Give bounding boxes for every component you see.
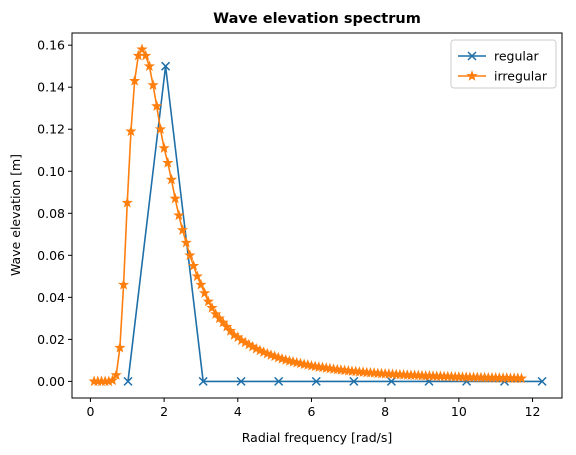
data-point-irregular — [169, 192, 181, 204]
data-point-irregular — [202, 295, 214, 307]
data-point-irregular — [151, 100, 163, 111]
x-axis: 0 2 4 6 8 10 12 — [86, 398, 540, 419]
marker-stroke — [198, 376, 208, 386]
y-axis: 0.00 0.02 0.04 0.06 0.08 0.10 0.12 0.14 0.16 — [37, 38, 72, 389]
data-point-regular — [198, 376, 208, 386]
y-axis-label: Wave elevation [m] — [8, 154, 23, 276]
y-tick-label: 0.00 — [37, 374, 65, 389]
data-point-irregular — [143, 60, 155, 71]
y-tick-label: 0.16 — [37, 38, 65, 53]
legend-item-regular: regular — [458, 49, 540, 64]
x-tick-label: 2 — [160, 404, 168, 419]
plot-area — [88, 43, 547, 387]
data-point-irregular — [195, 278, 207, 290]
data-point-irregular — [114, 341, 126, 353]
data-point-irregular — [129, 75, 141, 86]
y-tick-label: 0.02 — [37, 332, 65, 347]
marker-stroke — [236, 376, 246, 386]
y-tick-label: 0.10 — [37, 164, 65, 179]
x-tick-label: 8 — [381, 404, 389, 419]
legend-label: regular — [494, 49, 540, 64]
data-point-regular — [537, 376, 547, 386]
marker-stroke — [349, 376, 359, 386]
marker-stroke — [386, 376, 396, 386]
legend-label: irregular — [494, 69, 548, 84]
data-point-irregular — [221, 320, 233, 332]
data-point-regular — [311, 376, 321, 386]
data-point-irregular — [180, 236, 192, 248]
data-point-regular — [161, 61, 171, 71]
data-point-irregular — [199, 287, 211, 298]
data-point-irregular — [125, 125, 137, 137]
chart-title: Wave elevation spectrum — [213, 11, 421, 27]
data-point-regular — [236, 376, 246, 386]
data-point-irregular — [165, 173, 178, 185]
marker-stroke — [467, 51, 477, 61]
data-point-regular — [123, 376, 133, 386]
data-point-regular — [386, 376, 396, 386]
y-tick-label: 0.12 — [37, 122, 65, 137]
series-irregular — [88, 43, 528, 387]
data-point-irregular — [515, 372, 528, 384]
x-tick-label: 4 — [234, 404, 242, 419]
data-point-irregular — [213, 312, 225, 324]
marker-stroke — [537, 376, 547, 386]
x-tick-label: 0 — [86, 404, 94, 419]
data-point-irregular — [224, 325, 236, 336]
data-point-irregular — [188, 259, 200, 271]
data-point-irregular — [217, 316, 229, 328]
data-point-irregular — [210, 308, 222, 319]
data-point-irregular — [162, 157, 174, 168]
data-point-irregular — [191, 270, 203, 282]
marker-stroke — [161, 61, 171, 71]
x-tick-label: 6 — [307, 404, 315, 419]
data-point-irregular — [136, 43, 148, 55]
data-point-regular — [349, 376, 359, 386]
y-tick-label: 0.08 — [37, 206, 65, 221]
data-point-irregular — [184, 249, 196, 261]
data-point-irregular — [147, 79, 159, 90]
legend-item-irregular: irregular — [458, 69, 548, 84]
y-tick-label: 0.14 — [37, 80, 65, 95]
data-point-irregular — [118, 278, 130, 290]
data-point-irregular — [140, 49, 152, 61]
marker-stroke — [123, 376, 133, 386]
data-point-irregular — [110, 369, 122, 380]
data-point-regular — [274, 376, 284, 386]
data-point-irregular — [206, 301, 218, 313]
data-point-irregular — [154, 123, 166, 134]
y-tick-label: 0.04 — [37, 290, 65, 305]
x-axis-label: Radial frequency [rad/s] — [242, 430, 392, 445]
data-point-irregular — [158, 142, 170, 153]
plot-frame — [71, 32, 563, 399]
y-tick-label: 0.06 — [37, 248, 65, 263]
marker-stroke — [311, 376, 321, 386]
data-point-irregular — [173, 209, 185, 221]
data-point-irregular — [176, 224, 189, 235]
data-point-irregular — [121, 196, 133, 208]
legend-marker — [467, 51, 477, 61]
x-tick-label: 12 — [525, 404, 541, 419]
marker-stroke — [274, 376, 284, 386]
legend-marker — [466, 70, 478, 81]
legend: regular irregular — [450, 39, 557, 89]
x-tick-label: 10 — [451, 404, 467, 419]
data-point-irregular — [106, 374, 119, 386]
